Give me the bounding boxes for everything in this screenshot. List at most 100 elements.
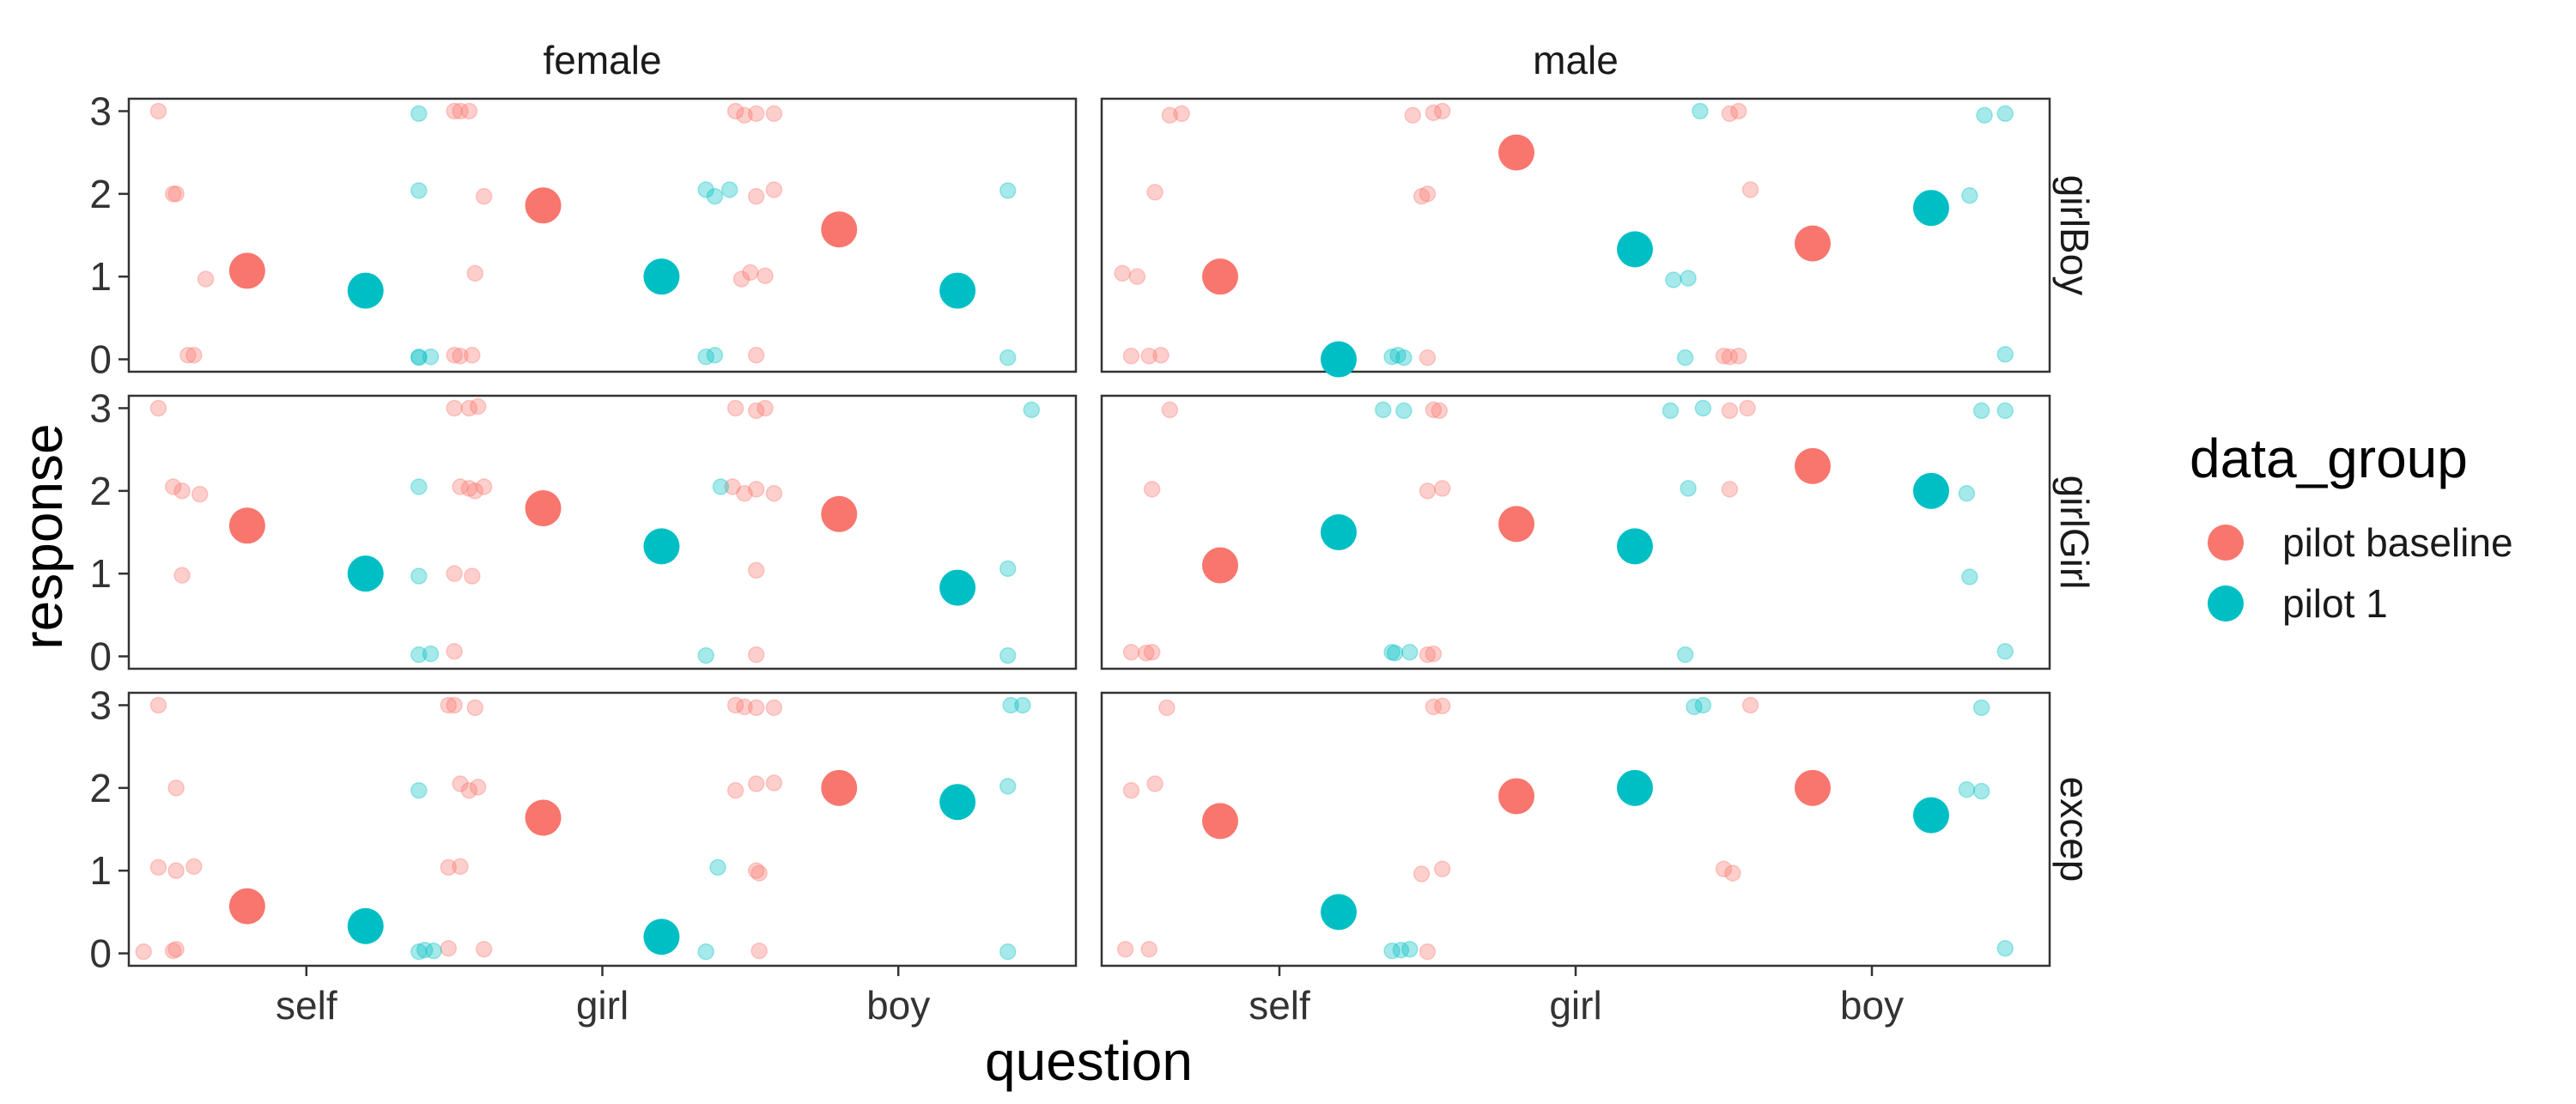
data-point-pilot-baseline — [747, 402, 765, 420]
mean-point-pilot-baseline — [228, 507, 265, 544]
data-point-pilot-baseline — [726, 399, 744, 417]
facet-label-male: male — [1533, 38, 1619, 82]
data-point-pilot-baseline — [1419, 646, 1437, 664]
y-tick-label: 2 — [89, 469, 112, 513]
x-tick-label: self — [276, 983, 337, 1028]
panel-male-girlgirl — [1100, 394, 2051, 670]
data-point-pilot-1 — [697, 943, 714, 961]
data-point-pilot-baseline — [179, 346, 197, 364]
y-tick-label: 3 — [89, 88, 112, 133]
mean-point-pilot-baseline — [1202, 547, 1238, 584]
facet-label-girlgirl: girlGirl — [2052, 476, 2097, 590]
mean-point-pilot-baseline — [1795, 225, 1831, 262]
data-point-pilot-baseline — [440, 940, 458, 957]
data-point-pilot-1 — [1996, 643, 2014, 660]
data-point-pilot-1 — [999, 646, 1017, 664]
data-point-pilot-baseline — [185, 346, 203, 364]
mean-point-pilot-baseline — [1795, 769, 1831, 806]
mean-point-pilot-1 — [939, 784, 976, 821]
y-tick-label: 1 — [89, 848, 112, 893]
y-tick-label: 0 — [89, 337, 112, 382]
data-point-pilot-1 — [1961, 186, 1978, 204]
data-point-pilot-1 — [1383, 643, 1400, 661]
data-point-pilot-1 — [1972, 782, 1990, 800]
data-point-pilot-1 — [1395, 402, 1413, 420]
data-point-pilot-1 — [1686, 698, 1703, 716]
data-point-pilot-baseline — [440, 858, 458, 877]
data-point-pilot-1 — [422, 348, 440, 366]
facet-label-female: female — [543, 38, 661, 82]
data-point-pilot-baseline — [747, 346, 765, 364]
data-point-pilot-baseline — [197, 270, 215, 288]
data-point-pilot-baseline — [1425, 401, 1443, 419]
facet-label-excep: excep — [2052, 777, 2097, 883]
data-point-pilot-baseline — [747, 105, 765, 123]
mean-point-pilot-1 — [1617, 769, 1653, 806]
data-point-pilot-baseline — [1721, 481, 1739, 498]
data-point-pilot-baseline — [1431, 402, 1449, 420]
mean-point-pilot-baseline — [525, 490, 562, 527]
mean-point-pilot-1 — [1913, 472, 1949, 509]
data-point-pilot-baseline — [1173, 105, 1190, 123]
data-point-pilot-1 — [1392, 941, 1410, 959]
data-point-pilot-baseline — [1425, 698, 1443, 716]
data-point-pilot-baseline — [173, 482, 191, 500]
y-tick-label: 2 — [89, 172, 112, 216]
data-point-pilot-baseline — [1161, 401, 1179, 419]
mean-point-pilot-baseline — [821, 769, 858, 806]
data-point-pilot-1 — [999, 349, 1017, 367]
data-point-pilot-baseline — [452, 858, 469, 876]
data-point-pilot-1 — [410, 781, 428, 799]
data-point-pilot-1 — [1996, 402, 2014, 420]
data-point-pilot-1 — [1996, 346, 2014, 363]
legend-label-pilot-1: pilot 1 — [2282, 581, 2388, 626]
data-point-pilot-baseline — [1730, 102, 1747, 120]
facet-label-girlboy: girlBoy — [2052, 175, 2097, 296]
mean-point-pilot-baseline — [1498, 134, 1534, 171]
data-point-pilot-baseline — [736, 484, 753, 502]
data-point-pilot-1 — [425, 942, 442, 960]
data-point-pilot-1 — [1395, 349, 1413, 367]
mean-point-pilot-1 — [643, 919, 680, 955]
y-tick-label: 3 — [89, 682, 112, 727]
data-point-pilot-baseline — [750, 942, 768, 960]
data-point-pilot-baseline — [1434, 480, 1451, 497]
mean-point-pilot-1 — [643, 528, 680, 565]
data-point-pilot-baseline — [460, 102, 478, 120]
data-point-pilot-baseline — [167, 862, 185, 879]
mean-point-pilot-1 — [939, 569, 976, 606]
data-point-pilot-baseline — [747, 646, 765, 664]
data-point-pilot-baseline — [469, 397, 487, 416]
data-point-pilot-baseline — [1140, 347, 1157, 365]
data-point-pilot-baseline — [765, 484, 783, 502]
mean-point-pilot-1 — [347, 272, 384, 309]
data-point-pilot-baseline — [747, 775, 765, 792]
data-point-pilot-baseline — [1122, 781, 1140, 799]
data-point-pilot-baseline — [1158, 699, 1176, 717]
data-point-pilot-baseline — [167, 779, 185, 797]
mean-point-pilot-baseline — [228, 888, 265, 925]
data-point-pilot-1 — [999, 778, 1017, 795]
data-point-pilot-baseline — [149, 858, 167, 877]
data-point-pilot-baseline — [1721, 348, 1739, 366]
legend-key-pilot-baseline — [2208, 525, 2244, 561]
data-point-pilot-1 — [999, 560, 1017, 578]
mean-point-pilot-baseline — [228, 252, 265, 289]
data-point-pilot-baseline — [1152, 346, 1170, 364]
data-point-pilot-baseline — [173, 567, 191, 584]
mean-point-pilot-baseline — [1202, 258, 1238, 295]
data-point-pilot-baseline — [1404, 106, 1421, 124]
data-point-pilot-baseline — [1122, 643, 1140, 661]
data-point-pilot-1 — [999, 182, 1017, 199]
data-point-pilot-baseline — [1419, 349, 1437, 367]
data-point-pilot-1 — [410, 646, 428, 664]
data-point-pilot-baseline — [1721, 105, 1739, 123]
data-point-pilot-1 — [1694, 696, 1712, 714]
data-point-pilot-baseline — [446, 102, 463, 120]
data-point-pilot-1 — [697, 181, 714, 198]
panel-female-girlboy: 0 1 2 3 — [89, 88, 1078, 382]
data-point-pilot-baseline — [1741, 696, 1759, 714]
data-point-pilot-baseline — [765, 699, 783, 717]
mean-point-pilot-1 — [347, 555, 384, 592]
